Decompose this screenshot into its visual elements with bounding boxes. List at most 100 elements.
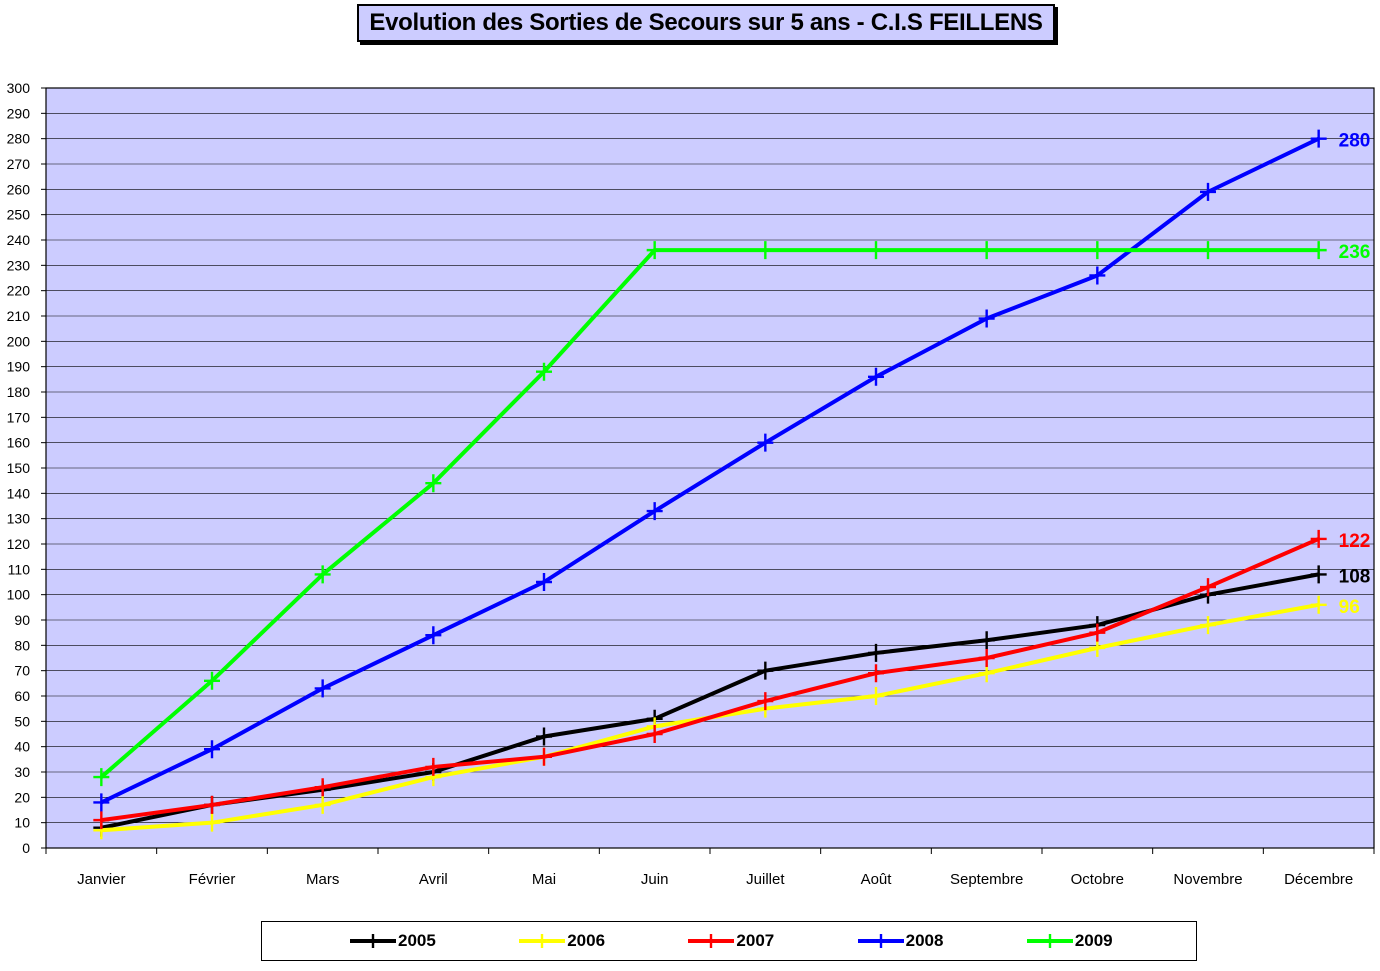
data-point-2009 xyxy=(425,474,442,493)
y-tick-label: 210 xyxy=(7,308,31,324)
data-label-2006: 96 xyxy=(1339,597,1360,618)
data-point-2007 xyxy=(868,664,884,683)
x-tick-label: Octobre xyxy=(1071,871,1124,888)
x-tick-label: Décembre xyxy=(1284,871,1353,888)
data-label-2009: 236 xyxy=(1339,242,1371,263)
y-tick-label: 20 xyxy=(14,789,30,805)
data-point-2008 xyxy=(757,433,774,452)
y-tick-label: 50 xyxy=(14,713,30,729)
y-tick-label: 30 xyxy=(14,764,30,780)
data-point-2009 xyxy=(536,362,552,381)
y-tick-label: 70 xyxy=(14,663,30,679)
y-tick-label: 100 xyxy=(7,587,31,603)
y-tick-label: 250 xyxy=(7,207,31,223)
data-point-2008 xyxy=(1310,129,1327,148)
series-line-2005 xyxy=(100,572,1320,830)
y-tick-label: 190 xyxy=(7,359,31,375)
x-tick-label: Novembre xyxy=(1173,871,1242,888)
y-tick-label: 160 xyxy=(7,435,31,451)
legend-swatch-2007 xyxy=(688,934,735,948)
data-point-2008 xyxy=(93,793,110,812)
data-label-2007: 122 xyxy=(1339,531,1371,552)
data-point-2009 xyxy=(1310,241,1327,260)
legend-label: 2008 xyxy=(905,931,944,950)
data-point-2009 xyxy=(757,241,774,260)
data-point-2009 xyxy=(93,768,110,787)
data-point-2008 xyxy=(868,367,884,386)
x-tick-label: Février xyxy=(189,871,236,888)
data-point-2007 xyxy=(425,757,442,776)
y-tick-label: 300 xyxy=(7,80,31,96)
y-tick-label: 260 xyxy=(7,181,31,197)
series-line-2008 xyxy=(100,136,1320,805)
y-tick-label: 120 xyxy=(7,536,31,552)
data-point-2009 xyxy=(646,241,663,260)
x-tick-label: Avril xyxy=(419,871,448,888)
data-point-2008 xyxy=(314,679,331,698)
chart-title: Evolution des Sorties de Secours sur 5 a… xyxy=(357,4,1055,42)
x-tick-label: Mars xyxy=(306,871,339,888)
y-tick-label: 170 xyxy=(7,409,31,425)
y-tick-label: 200 xyxy=(7,333,31,349)
y-tick-label: 90 xyxy=(14,612,30,628)
y-tick-label: 130 xyxy=(7,511,31,527)
x-tick-label: Septembre xyxy=(950,871,1023,888)
chart-legend: 2005 2006 2007 2008 2009 xyxy=(261,921,1197,961)
data-point-2008 xyxy=(204,740,220,759)
data-point-2006 xyxy=(1310,595,1327,614)
legend-swatch-2009 xyxy=(1026,934,1073,948)
y-tick-label: 140 xyxy=(7,485,31,501)
data-point-2005 xyxy=(757,661,774,680)
y-tick-label: 40 xyxy=(14,739,30,755)
data-point-2009 xyxy=(204,671,220,690)
legend-label: 2009 xyxy=(1074,931,1113,950)
y-tick-label: 220 xyxy=(7,283,31,299)
y-tick-label: 240 xyxy=(7,232,31,248)
y-tick-label: 230 xyxy=(7,257,31,273)
data-point-2005 xyxy=(868,643,884,662)
legend-swatch-2006 xyxy=(519,934,566,948)
legend-item-2008: 2008 xyxy=(857,931,1027,951)
data-point-2006 xyxy=(1089,638,1106,657)
line-chart: 0 10 20 30 40 50 60 70 80 90 100 110 120 130 140 150 160… xyxy=(7,80,1375,888)
y-tick-label: 110 xyxy=(8,561,31,577)
data-point-2006 xyxy=(314,795,331,814)
x-tick-label: Août xyxy=(861,871,893,888)
data-point-2007 xyxy=(204,795,220,814)
legend-swatch-2005 xyxy=(350,934,396,948)
data-label-2005: 108 xyxy=(1339,566,1371,587)
data-point-2005 xyxy=(1310,565,1327,584)
data-point-2009 xyxy=(314,565,331,584)
data-point-2007 xyxy=(978,649,995,667)
legend-item-2005: 2005 xyxy=(350,931,519,951)
legend-swatch-2008 xyxy=(857,934,904,948)
data-point-2008 xyxy=(1200,182,1216,201)
legend-item-2009: 2009 xyxy=(1026,931,1196,951)
data-point-2009 xyxy=(1200,241,1216,260)
y-tick-label: 270 xyxy=(7,156,31,172)
data-label-2008: 280 xyxy=(1339,131,1371,152)
y-tick-label: 80 xyxy=(14,637,30,653)
legend-label: 2005 xyxy=(398,931,436,950)
data-point-2008 xyxy=(646,502,663,521)
data-point-2007 xyxy=(314,778,331,797)
x-tick-label: Mai xyxy=(532,871,556,888)
y-tick-label: 0 xyxy=(22,840,30,856)
y-tick-label: 280 xyxy=(7,131,31,147)
data-point-2009 xyxy=(978,241,995,260)
y-tick-label: 60 xyxy=(14,688,30,704)
data-point-2009 xyxy=(1089,241,1106,260)
y-tick-label: 290 xyxy=(7,105,31,121)
data-point-2007 xyxy=(1089,623,1106,642)
data-point-2007 xyxy=(1200,578,1216,597)
data-point-2009 xyxy=(868,241,884,260)
data-point-2006 xyxy=(978,664,995,683)
data-point-2008 xyxy=(425,626,442,645)
y-tick-label: 150 xyxy=(7,460,31,476)
data-point-2007 xyxy=(1310,529,1327,548)
data-point-2007 xyxy=(536,747,552,766)
x-tick-label: Juillet xyxy=(746,871,785,888)
x-tick-label: Janvier xyxy=(77,871,125,888)
y-tick-label: 10 xyxy=(14,815,30,831)
series-line-2007 xyxy=(101,537,1320,823)
